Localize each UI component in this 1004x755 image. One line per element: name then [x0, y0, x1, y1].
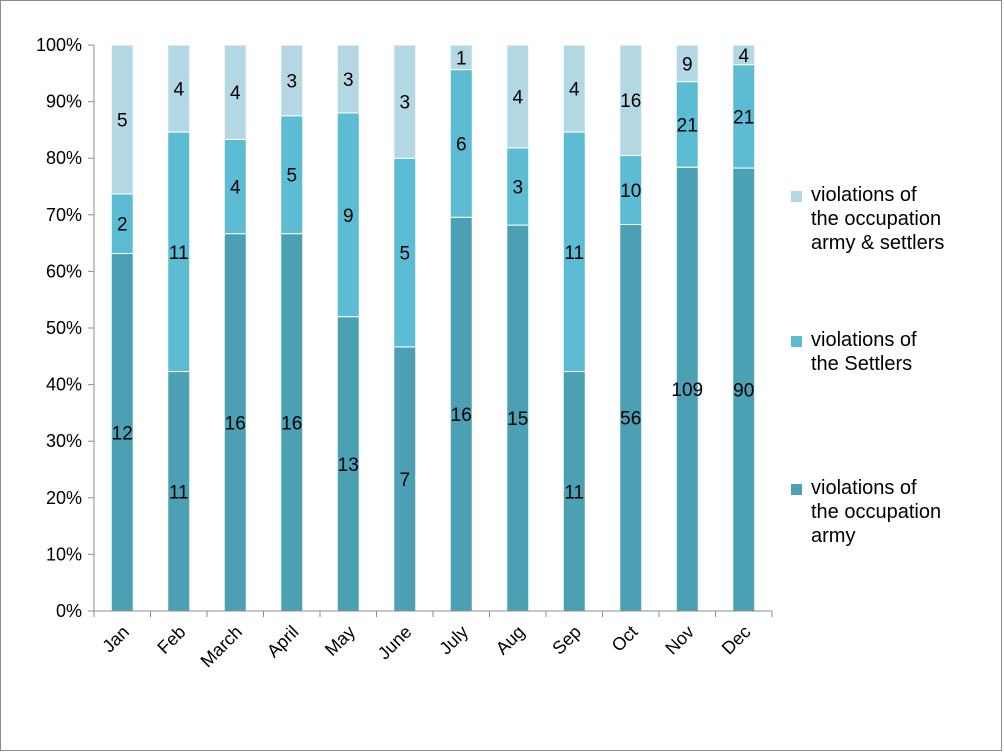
data-label-oct-1: 10 [620, 181, 641, 202]
y-tick-label: 80% [46, 148, 82, 168]
data-label-may-0: 13 [338, 455, 359, 476]
data-label-aug-1: 3 [512, 178, 523, 199]
bar-may-violations-of-the-occupation-army-settlers [336, 44, 360, 114]
bar-june-violations-of-the-occupation-army-settlers [393, 44, 417, 159]
data-label-nov-2: 9 [682, 54, 693, 75]
y-tick-label: 30% [46, 431, 82, 451]
y-tick-label: 50% [46, 318, 82, 338]
bar-july-violations-of-the-occupation-army-settlers [449, 44, 473, 71]
x-tick-label-feb: Feb [153, 622, 189, 658]
data-label-sep-1: 11 [564, 243, 584, 264]
bar-jan-violations-of-the-occupation-army-settlers [110, 44, 134, 195]
x-tick-label-aug: Aug [492, 622, 529, 659]
data-label-july-0: 16 [451, 405, 472, 426]
data-label-june-1: 5 [399, 244, 410, 265]
data-label-march-1: 4 [230, 178, 241, 199]
data-label-march-2: 4 [230, 83, 241, 104]
data-label-june-2: 3 [399, 93, 410, 114]
legend-label-violations-of-the-settlers: the Settlers [811, 353, 912, 375]
legend-label-violations-of-the-occupation-army-settlers: army & settlers [811, 232, 944, 254]
data-label-feb-2: 4 [173, 80, 184, 101]
bar-sep-violations-of-the-occupation-army-settlers [562, 44, 586, 133]
data-label-nov-1: 21 [677, 115, 698, 136]
x-tick-label-march: March [197, 622, 247, 672]
y-tick-label: 60% [46, 261, 82, 281]
legend-label-violations-of-the-settlers: violations of [811, 329, 917, 351]
y-tick-label: 90% [46, 92, 82, 112]
data-label-july-1: 6 [456, 134, 467, 155]
data-label-aug-2: 4 [512, 87, 523, 108]
data-label-sep-0: 11 [564, 482, 584, 503]
data-label-jan-2: 5 [117, 110, 128, 131]
x-tick-label-june: June [374, 622, 416, 664]
data-label-jan-1: 2 [117, 215, 128, 236]
data-label-july-2: 1 [456, 48, 467, 69]
y-tick-label: 100% [36, 35, 82, 55]
legend-label-violations-of-the-occupation-army-settlers: the occupation [811, 208, 941, 230]
y-tick-label: 10% [46, 544, 82, 564]
y-tick-label: 70% [46, 205, 82, 225]
x-tick-label-july: July [435, 622, 472, 659]
data-label-feb-0: 11 [169, 482, 189, 503]
data-label-aug-0: 15 [507, 409, 528, 430]
y-tick-label: 20% [46, 488, 82, 508]
data-label-may-2: 3 [343, 70, 354, 91]
bar-nov-violations-of-the-occupation-army-settlers [675, 44, 699, 83]
x-tick-label-sep: Sep [548, 622, 585, 659]
legend-swatch-violations-of-the-settlers [791, 336, 802, 347]
x-tick-label-dec: Dec [718, 622, 755, 659]
legend-label-violations-of-the-occupation-army: the occupation [811, 501, 941, 523]
data-label-may-1: 9 [343, 206, 354, 227]
data-label-dec-2: 4 [738, 46, 749, 67]
data-label-jan-0: 12 [112, 423, 133, 444]
data-label-dec-0: 90 [733, 381, 754, 402]
bar-aug-violations-of-the-occupation-army-settlers [506, 44, 530, 149]
data-label-march-0: 16 [225, 413, 246, 434]
legend-swatch-violations-of-the-occupation-army-settlers [791, 191, 802, 202]
bar-april-violations-of-the-occupation-army-settlers [280, 44, 304, 117]
x-tick-label-jan: Jan [98, 622, 133, 657]
x-tick-label-may: May [321, 622, 359, 660]
data-label-oct-2: 16 [620, 91, 641, 112]
data-label-oct-0: 56 [620, 409, 641, 430]
data-label-feb-1: 11 [169, 243, 189, 264]
legend-swatch-violations-of-the-occupation-army [791, 484, 802, 495]
legend-label-violations-of-the-occupation-army: violations of [811, 477, 917, 499]
y-tick-label: 40% [46, 375, 82, 395]
bar-oct-violations-of-the-occupation-army-settlers [619, 44, 643, 156]
x-tick-label-oct: Oct [608, 622, 642, 656]
legend-label-violations-of-the-occupation-army: army [811, 525, 855, 547]
legend-label-violations-of-the-occupation-army-settlers: violations of [811, 184, 917, 206]
x-tick-label-april: April [263, 622, 303, 662]
bar-dec-violations-of-the-occupation-army-settlers [732, 44, 756, 66]
data-label-nov-0: 109 [671, 380, 703, 401]
data-label-april-0: 16 [281, 413, 302, 434]
data-label-sep-2: 4 [569, 80, 580, 101]
bar-feb-violations-of-the-occupation-army-settlers [167, 44, 191, 133]
data-label-april-1: 5 [286, 166, 297, 187]
data-label-dec-1: 21 [733, 107, 754, 128]
bar-march-violations-of-the-occupation-army-settlers [223, 44, 247, 140]
data-label-june-0: 7 [399, 470, 410, 491]
data-label-april-2: 3 [286, 71, 297, 92]
x-tick-label-nov: Nov [661, 622, 698, 659]
y-tick-label: 0% [56, 601, 82, 621]
